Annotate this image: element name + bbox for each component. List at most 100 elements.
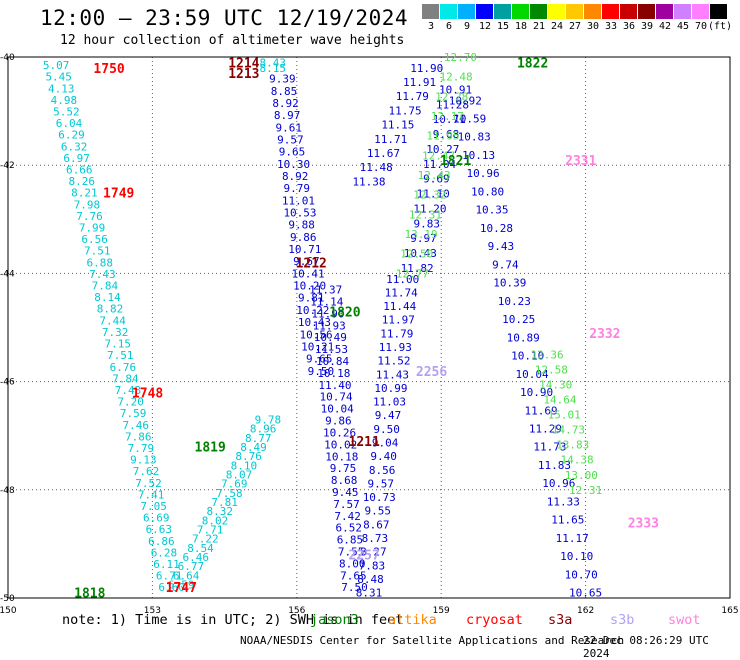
colorbar-swatch — [440, 4, 457, 19]
satellite-label-swot: swot — [668, 612, 701, 628]
wave-height-point: 8.85 — [271, 85, 298, 98]
wave-height-point: 6.64 — [173, 569, 200, 582]
colorbar-swatch — [422, 4, 439, 19]
colorbar-label: 36 — [622, 21, 636, 32]
wave-height-point: 11.29 — [529, 422, 562, 435]
wave-height-point: 10.84 — [316, 355, 349, 368]
wave-height-point: 12.31 — [569, 484, 602, 497]
wave-height-point: 6.04 — [56, 117, 83, 130]
wave-height-point: 10.04 — [516, 368, 549, 381]
wave-height-point: 10.74 — [320, 391, 353, 404]
wave-height-point: 9.57 — [277, 134, 304, 147]
wave-height-point: 9.86 — [325, 415, 352, 428]
wave-height-point: 10.18 — [317, 367, 350, 380]
wave-height-point: 12.32 — [413, 189, 446, 202]
wave-height-point: 11.93 — [313, 319, 346, 332]
wave-height-point: 9.65 — [306, 353, 333, 366]
track-label: 1820 — [329, 305, 360, 320]
colorbar-label: 45 — [676, 21, 690, 32]
wave-height-point: 8.97 — [274, 109, 301, 122]
wave-height-point: 11.01 — [282, 194, 315, 207]
wave-height-point: 7.76 — [76, 210, 103, 223]
wave-height-point: 9.86 — [290, 231, 317, 244]
wave-height-point: 8.14 — [94, 291, 121, 304]
wave-height-point: 8.68 — [331, 474, 358, 487]
wave-height-point: 10.18 — [325, 450, 358, 463]
wave-height-point: 9.78 — [255, 413, 282, 426]
wave-height-point: 11.10 — [417, 188, 450, 201]
track-label: 2332 — [589, 327, 620, 342]
wave-height-point: 8.92 — [272, 97, 299, 110]
wave-height-point: 6.59 — [168, 578, 195, 591]
wave-height-point: 9.81 — [298, 292, 325, 305]
wave-height-point: 11.38 — [352, 175, 385, 188]
wave-height-point: 8.10 — [231, 459, 258, 472]
wave-height-point: 8.15 — [259, 62, 286, 75]
colorbar-swatch — [476, 4, 493, 19]
wave-height-point: 7.62 — [133, 465, 160, 478]
wave-height-point: 9.04 — [372, 437, 399, 450]
track-label: 1211 — [349, 435, 380, 450]
colorbar-label: 3 — [427, 21, 435, 32]
wave-height-point: 11.97 — [382, 314, 415, 327]
satellite-label-s3a: s3a — [548, 612, 573, 628]
wave-height-point: 11.37 — [309, 284, 342, 297]
colorbar-label: 27 — [568, 21, 582, 32]
colorbar-label: 70 — [694, 21, 708, 32]
wave-height-point: 9.97 — [410, 232, 437, 245]
wave-height-point: 7.84 — [112, 372, 139, 385]
chart-title: 12:00 — 23:59 UTC 12/19/2024 — [40, 6, 409, 30]
wave-height-point: 7.42 — [334, 510, 361, 523]
x-tick-label: 162 — [577, 606, 594, 616]
wave-height-point: 7.43 — [115, 384, 142, 397]
wave-height-point: 10.73 — [363, 491, 396, 504]
wave-height-point: 6.76 — [110, 361, 137, 374]
plot-border — [7, 56, 731, 599]
wave-height-point: 13.00 — [565, 469, 598, 482]
wave-height-point: 8.26 — [69, 175, 96, 188]
wave-height-point: 9.43 — [488, 240, 515, 253]
track-label: 1212 — [296, 257, 327, 272]
wave-height-point: 8.00 — [339, 557, 366, 570]
wave-height-point: 13.83 — [556, 439, 589, 452]
wave-height-point: 8.96 — [250, 423, 277, 436]
wave-height-point: 15.01 — [548, 409, 581, 422]
wave-height-point: 6.11 — [153, 558, 180, 571]
colorbar-swatch — [602, 4, 619, 19]
wave-height-point: 10.22 — [296, 304, 329, 317]
wave-height-point: 8.82 — [97, 303, 124, 316]
wave-height-point: 11.82 — [401, 262, 434, 275]
wave-height-point: 12.28 — [435, 90, 468, 103]
wave-height-point: 11.53 — [315, 343, 348, 356]
wave-height-point: 9.68 — [433, 128, 460, 141]
track-label: 2256 — [416, 365, 447, 380]
wave-height-point: 12.48 — [440, 71, 473, 84]
wave-height-point: 11.03 — [373, 396, 406, 409]
track-label: 1748 — [132, 386, 163, 401]
track-label: 1749 — [103, 186, 134, 201]
wave-height-point: 6.29 — [58, 129, 85, 142]
y-tick-label: -48 — [0, 486, 15, 496]
track-label: 2257 — [349, 549, 380, 564]
wave-height-point: 11.79 — [380, 327, 413, 340]
wave-height-point: 6.77 — [178, 560, 205, 573]
colorbar-swatch — [656, 4, 673, 19]
wave-height-point: 6.63 — [146, 523, 173, 536]
wave-height-point: 10.99 — [374, 382, 407, 395]
y-tick-label: -44 — [0, 269, 15, 279]
wave-height-point: 14.73 — [552, 424, 585, 437]
wave-height-point: 8.21 — [71, 187, 98, 200]
wave-height-point: 10.90 — [520, 386, 553, 399]
wave-height-point: 10.49 — [314, 331, 347, 344]
wave-height-point: 12.17 — [431, 110, 464, 123]
wave-height-point: 11.33 — [547, 495, 580, 508]
wave-height-point: 7.05 — [140, 500, 167, 513]
wave-height-values: 5.075.454.134.985.526.046.296.326.976.66… — [43, 51, 602, 600]
wave-height-point: 9.47 — [375, 409, 402, 422]
footer-timestamp: 22 Dec 08:26:29 UTC 2024 — [583, 634, 709, 660]
wave-height-point: 7.51 — [107, 349, 134, 362]
wave-height-point: 7.22 — [192, 533, 219, 546]
y-tick-label: -50 — [0, 594, 15, 604]
wave-height-point: 9.83 — [414, 217, 441, 230]
wave-height-point: 6.88 — [87, 256, 114, 269]
